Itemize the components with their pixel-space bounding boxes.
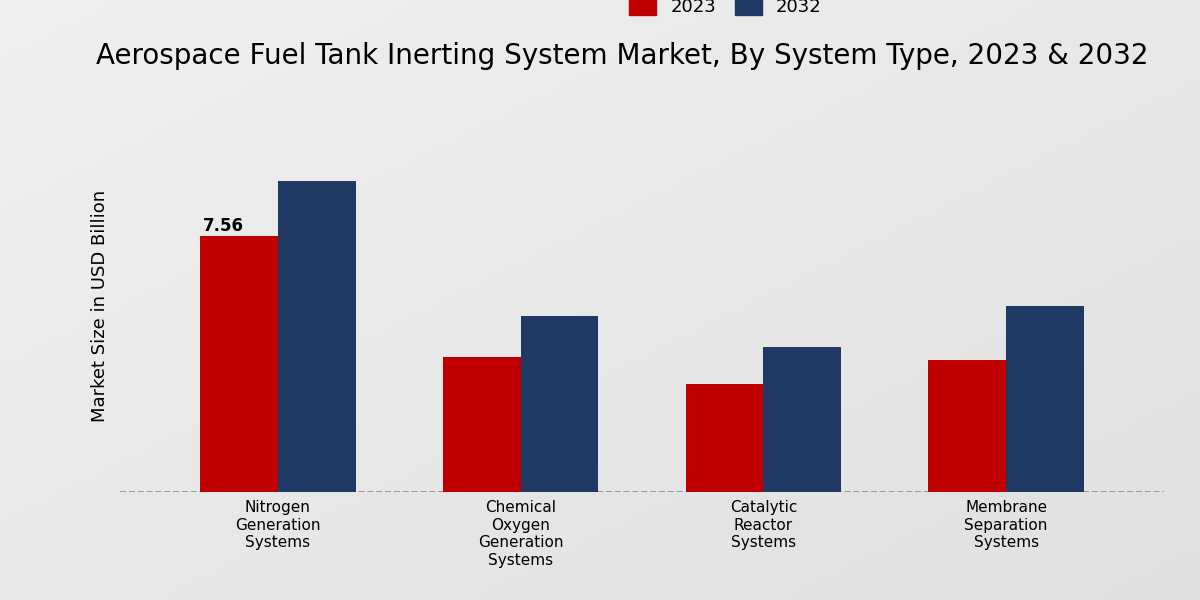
Bar [443,357,521,492]
Bar [763,347,841,492]
Legend: 2023, 2032: 2023, 2032 [620,0,830,25]
Bar [929,360,1006,492]
Bar [200,236,278,492]
Bar [521,316,599,492]
Bar [1006,306,1084,492]
Bar [278,181,355,492]
Text: 7.56: 7.56 [203,217,244,235]
Bar [685,384,763,492]
Text: Aerospace Fuel Tank Inerting System Market, By System Type, 2023 & 2032: Aerospace Fuel Tank Inerting System Mark… [96,42,1148,70]
Y-axis label: Market Size in USD Billion: Market Size in USD Billion [91,190,109,422]
